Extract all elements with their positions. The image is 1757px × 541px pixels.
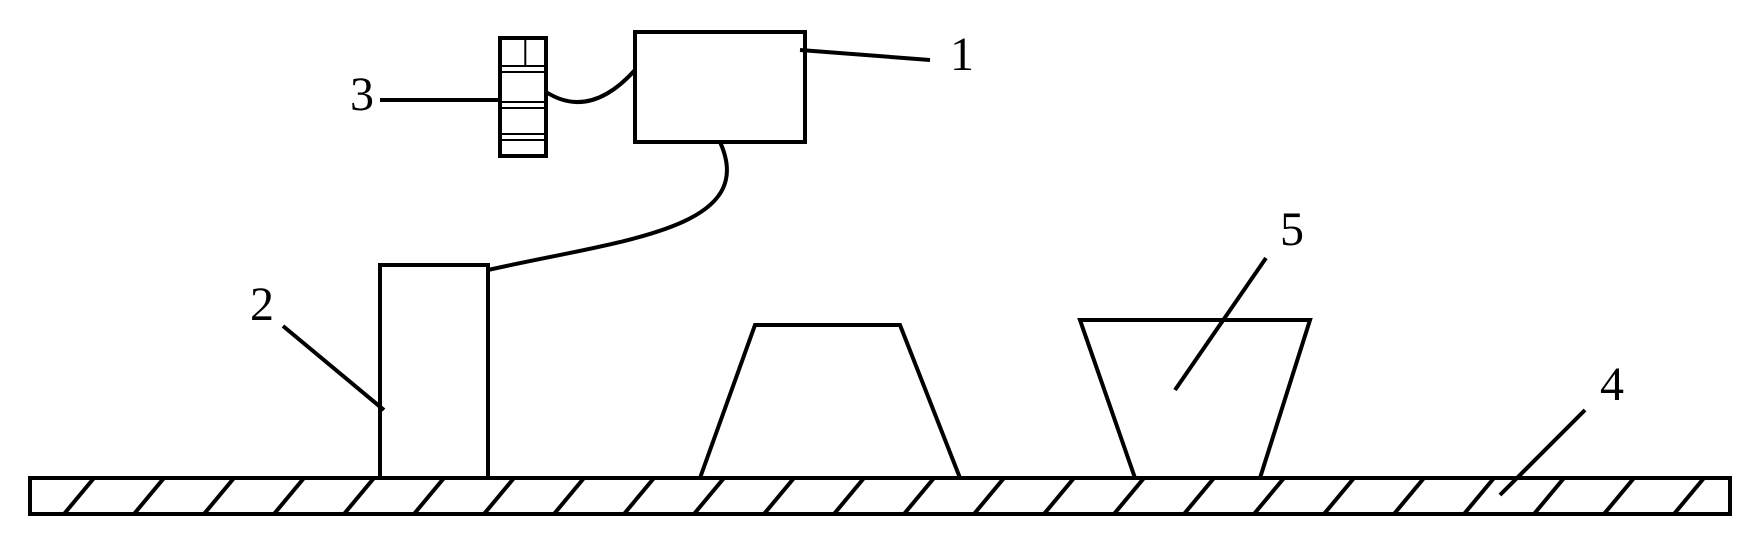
callout-4: 4 [1500,358,1624,495]
label-2: 2 [250,278,274,331]
callout-5: 5 [1175,203,1304,390]
label-5: 5 [1280,203,1304,256]
callout-1: 1 [800,28,974,81]
cup-upright [700,325,960,478]
signal-lamp [500,38,546,156]
controller-box [635,32,805,142]
wire-lamp-controller [546,70,635,102]
label-4: 4 [1600,358,1624,411]
callout-3: 3 [350,68,500,121]
callout-2: 2 [250,278,384,410]
label-3: 3 [350,68,374,121]
wire-controller-sensor [488,142,727,270]
label-1: 1 [950,28,974,81]
sensor-box [380,265,488,478]
cup-inverted [1080,320,1310,478]
conveyor-belt [0,478,1757,514]
